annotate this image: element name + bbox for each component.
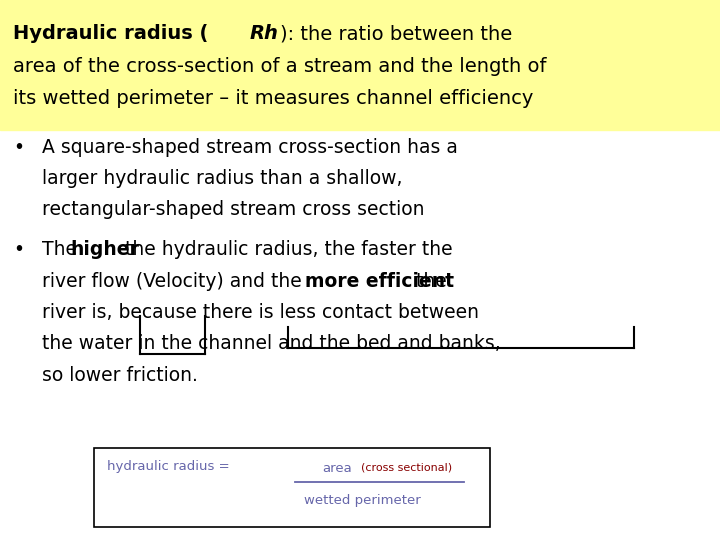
Text: the: the	[410, 272, 447, 291]
Text: (cross sectional): (cross sectional)	[361, 463, 453, 473]
Text: wetted perimeter: wetted perimeter	[304, 494, 420, 507]
Text: A square-shaped stream cross-section has a: A square-shaped stream cross-section has…	[42, 138, 458, 157]
Text: hydraulic radius =: hydraulic radius =	[107, 460, 229, 473]
Text: The: The	[42, 240, 83, 259]
Text: ): the ratio between the: ): the ratio between the	[280, 24, 513, 43]
Text: so lower friction.: so lower friction.	[42, 366, 197, 384]
Text: Hydraulic radius (: Hydraulic radius (	[13, 24, 208, 43]
Text: the hydraulic radius, the faster the: the hydraulic radius, the faster the	[119, 240, 452, 259]
Text: river flow (Velocity) and the: river flow (Velocity) and the	[42, 272, 307, 291]
Text: •: •	[13, 240, 24, 259]
Text: area of the cross-section of a stream and the length of: area of the cross-section of a stream an…	[13, 57, 546, 76]
Text: larger hydraulic radius than a shallow,: larger hydraulic radius than a shallow,	[42, 169, 402, 188]
Text: rectangular-shaped stream cross section: rectangular-shaped stream cross section	[42, 200, 424, 219]
Text: its wetted perimeter – it measures channel efficiency: its wetted perimeter – it measures chann…	[13, 89, 534, 108]
Text: area: area	[323, 462, 352, 475]
FancyBboxPatch shape	[94, 448, 490, 526]
Text: more efficient: more efficient	[305, 272, 454, 291]
Text: •: •	[13, 138, 24, 157]
Text: the water in the channel and the bed and banks,: the water in the channel and the bed and…	[42, 334, 500, 353]
Text: river is, because there is less contact between: river is, because there is less contact …	[42, 303, 479, 322]
Text: Rh: Rh	[249, 24, 278, 43]
Text: higher: higher	[71, 240, 140, 259]
FancyBboxPatch shape	[0, 0, 720, 130]
